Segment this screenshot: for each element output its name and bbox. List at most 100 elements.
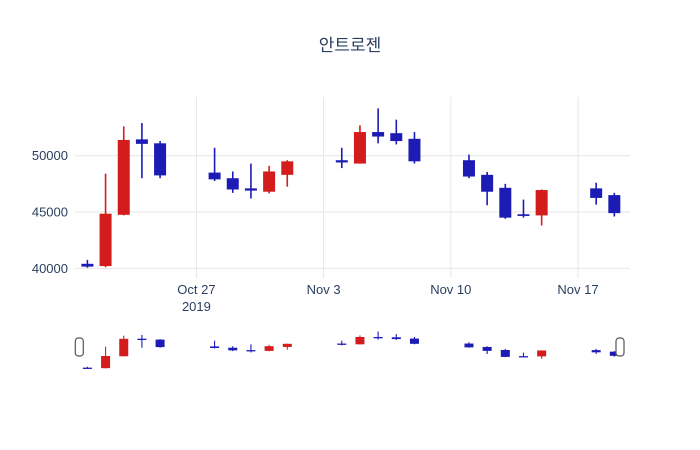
candle-body [226,178,239,190]
rangeslider-candle-2019-11-15 [537,350,547,359]
mini-candle-body [464,343,474,348]
mini-candle-body [264,346,274,351]
candle-2019-11-06[interactable] [372,108,385,144]
candle-body [99,213,112,267]
candle-body [281,161,294,175]
mini-candle-body [282,343,292,347]
rangeslider-candle-2019-10-28 [210,340,220,349]
rangeslider-candle-2019-11-19 [609,351,619,357]
mini-candle-body [482,346,492,351]
mini-candle-body [337,343,347,345]
y-tick-label-50000: 50000 [32,148,68,163]
rangeslider-candle-2019-11-13 [500,349,510,358]
candle-body [590,188,603,198]
rangeslider-candle-2019-10-22 [101,346,111,369]
x-tick-label: Nov 10 [430,282,471,297]
mini-candle-body [82,367,92,369]
rangeslider-candle-2019-11-07 [391,334,401,340]
candle-body [390,133,403,142]
candle-2019-10-24[interactable] [135,123,148,179]
candle-body [408,138,421,162]
candle-body [154,143,167,176]
candle-2019-10-28[interactable] [208,147,221,182]
rangeslider-candle-2019-10-31 [264,344,274,352]
candle-body [462,160,475,177]
mini-candle-body [228,347,238,351]
candle-body [117,139,130,215]
rangeslider-candle-2019-11-04 [337,340,347,346]
candle-body [499,187,512,218]
mini-candle-body [537,350,547,357]
candle-2019-10-31[interactable] [263,165,276,194]
y-tick-label-45000: 45000 [32,205,68,220]
mini-candle-body [391,337,401,340]
x-tick-sublabel: 2019 [182,299,211,314]
candle-2019-11-15[interactable] [535,189,548,226]
mini-candle-body [155,339,165,348]
mini-candle-body [373,336,383,339]
chart-title: 안트로젠 [318,36,382,55]
candle-body [535,190,548,216]
candle-2019-11-12[interactable] [481,172,494,206]
candle-2019-10-29[interactable] [226,171,239,193]
mini-candle-body [101,355,111,369]
candle-2019-11-01[interactable] [281,160,294,187]
candle-body [481,174,494,192]
candle-body [81,263,94,267]
rangeslider-candle-2019-11-14 [518,352,528,358]
candle-body [263,171,276,192]
rangeslider-candle-2019-11-12 [482,346,492,355]
candle-2019-11-13[interactable] [499,183,512,219]
rangeslider-candle-2019-10-25 [155,339,165,348]
candle-2019-11-08[interactable] [408,132,421,164]
mini-candle-body [355,336,365,345]
mini-candle-body [409,338,419,344]
rangeslider-candle-2019-11-08 [409,336,419,345]
candle-body [208,172,221,180]
x-tick-label: Nov 17 [557,282,598,297]
rangeslider-candle-2019-11-11 [464,342,474,348]
mini-candle-body [119,338,129,357]
candle-2019-11-18[interactable] [590,182,603,205]
candle-body [517,214,530,216]
x-tick-label: Oct 27 [177,282,215,297]
mini-candle-body [210,346,220,348]
mini-candle-body [609,351,619,356]
candle-2019-10-25[interactable] [154,141,167,179]
candle-2019-11-04[interactable] [335,147,348,169]
candle-body [353,132,366,164]
rangeslider-candle-2019-10-30 [246,344,256,353]
mini-candle-body [591,350,601,353]
rangeslider-candle-2019-11-01 [282,343,292,350]
candle-2019-11-07[interactable] [390,119,403,145]
mini-candle-body [518,356,528,358]
y-tick-label-40000: 40000 [32,261,68,276]
candle-body [135,139,148,144]
candle-2019-11-19[interactable] [608,192,621,217]
rangeslider-candle-2019-10-21 [82,366,92,369]
candle-2019-10-23[interactable] [117,126,130,216]
rangeslider-candle-2019-10-29 [228,346,238,352]
candle-2019-11-11[interactable] [462,154,475,179]
candle-2019-10-21[interactable] [81,259,94,268]
rangeslider-candle-2019-11-05 [355,335,365,345]
candle-2019-10-30[interactable] [244,163,257,199]
candle-2019-11-14[interactable] [517,199,530,218]
rangeslider-right-handle[interactable] [615,337,625,357]
mini-candle-body [500,349,510,357]
candle-2019-11-05[interactable] [353,125,366,164]
rangeslider-track[interactable] [75,329,630,377]
rangeslider-candle-2019-10-24 [137,334,147,348]
mini-candle-body [137,338,147,341]
rangeslider-candle-2019-11-06 [373,331,383,340]
rangeslider-left-handle[interactable] [74,337,84,357]
candle-body [372,132,385,137]
rangeslider-candle-2019-10-23 [119,335,129,357]
rangeslider-candle-2019-11-18 [591,348,601,354]
candle-body [335,160,348,163]
candle-body [608,195,621,214]
x-tick-label: Nov 3 [307,282,341,297]
candle-2019-10-22[interactable] [99,173,112,268]
